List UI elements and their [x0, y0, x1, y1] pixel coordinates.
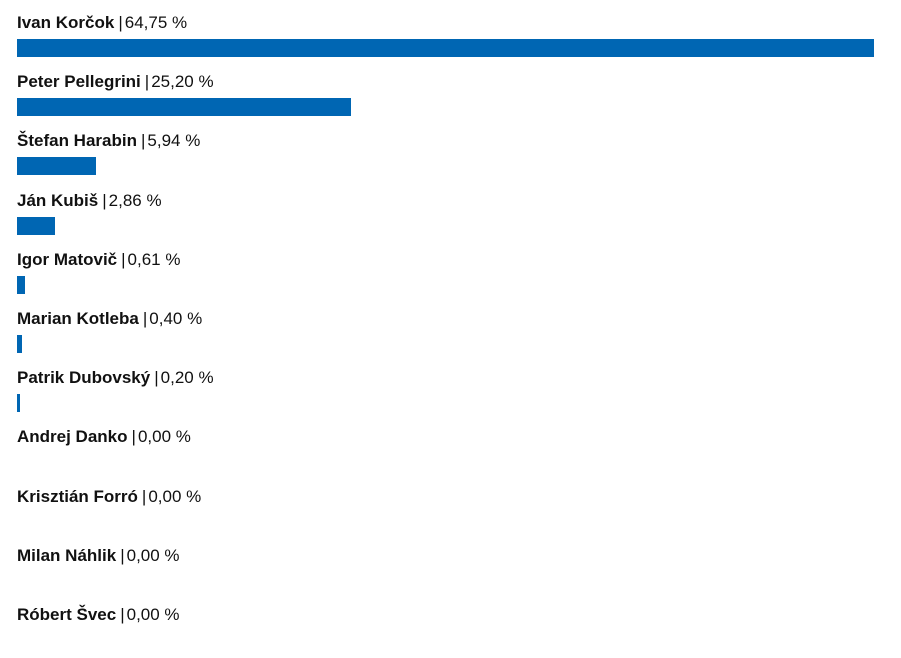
vote-share-bar [17, 394, 20, 413]
vote-share-label: 0,00 % [137, 427, 191, 447]
label-separator: | [131, 427, 136, 447]
candidate-label: Peter Pellegrini | 25,20 % [17, 69, 214, 95]
candidate-label: Róbert Švec | 0,00 % [17, 602, 180, 628]
candidate-label: Marian Kotleba | 0,40 % [17, 306, 202, 332]
vote-share-label: 0,20 % [160, 368, 214, 388]
candidate-name: Marian Kotleba [17, 309, 139, 328]
vote-share-bar [17, 335, 23, 353]
candidate-name: Andrej Danko [17, 427, 128, 447]
candidate-label: Milan Náhlik | 0,00 % [17, 543, 180, 569]
candidate-row: Peter Pellegrini | 25,20 % [17, 69, 887, 125]
candidate-name: Patrik Dubovský [17, 368, 151, 388]
vote-share-bar [17, 216, 55, 235]
candidate-name: Igor Matovič [17, 249, 118, 269]
vote-share-bar [17, 98, 351, 117]
candidate-row: Róbert Švec | 0,00 % [17, 602, 887, 658]
vote-share-label: 0,61 % [127, 249, 181, 269]
candidate-row: Ivan Korčok | 64,75 % [17, 10, 887, 66]
candidate-label: Igor Matovič | 0,61 % [17, 247, 180, 273]
candidate-row: Patrik Dubovský | 0,20 % [17, 365, 887, 421]
candidate-name: Krisztián Forró [17, 486, 138, 506]
candidate-label: Ján Kubiš | 2,86 % [17, 188, 162, 214]
candidate-name: Štefan Harabin [17, 131, 137, 151]
candidate-label: Krisztián Forró | 0,00 % [17, 484, 201, 510]
label-separator: | [120, 605, 125, 624]
label-separator: | [102, 190, 107, 210]
vote-share-label: 2,86 % [108, 190, 162, 210]
candidate-name: Milan Náhlik [17, 545, 117, 565]
vote-share-label: 0,00 % [126, 545, 180, 565]
label-separator: | [121, 249, 126, 269]
candidate-name: Ján Kubiš [17, 190, 99, 210]
vote-share-label: 0,00 % [148, 486, 202, 506]
label-separator: | [118, 13, 123, 32]
vote-share-bar [17, 275, 26, 294]
vote-share-label: 0,00 % [126, 605, 180, 624]
candidate-name: Peter Pellegrini [17, 72, 141, 92]
candidate-row: Andrej Danko | 0,00 % [17, 424, 887, 480]
candidate-row: Štefan Harabin | 5,94 % [17, 128, 887, 184]
vote-share-label: 64,75 % [124, 13, 188, 32]
label-separator: | [144, 72, 150, 92]
label-separator: | [120, 545, 125, 565]
label-separator: | [154, 368, 159, 388]
candidate-label: Ivan Korčok | 64,75 % [17, 10, 187, 36]
candidate-row: Ján Kubiš | 2,86 % [17, 188, 887, 244]
candidate-row: Krisztián Forró | 0,00 % [17, 484, 887, 540]
candidate-label: Andrej Danko | 0,00 % [17, 424, 191, 450]
results-bar-chart: Ivan Korčok | 64,75 % Peter Pellegrini | 25,2… [17, 10, 887, 624]
vote-share-label: 0,40 % [149, 309, 203, 328]
label-separator: | [142, 309, 148, 328]
label-separator: | [140, 131, 146, 151]
vote-share-label: 25,20 % [151, 72, 214, 92]
vote-share-label: 5,94 % [147, 131, 201, 151]
candidate-row: Marian Kotleba | 0,40 % [17, 306, 887, 362]
candidate-label: Štefan Harabin | 5,94 % [17, 128, 200, 154]
vote-share-bar [17, 39, 874, 57]
vote-share-bar [17, 157, 96, 176]
candidate-row: Milan Náhlik | 0,00 % [17, 543, 887, 599]
label-separator: | [141, 486, 147, 506]
candidate-name: Róbert Švec [17, 605, 117, 624]
candidate-row: Igor Matovič | 0,61 % [17, 247, 887, 303]
candidate-name: Ivan Korčok [17, 13, 115, 32]
candidate-label: Patrik Dubovský | 0,20 % [17, 365, 214, 391]
